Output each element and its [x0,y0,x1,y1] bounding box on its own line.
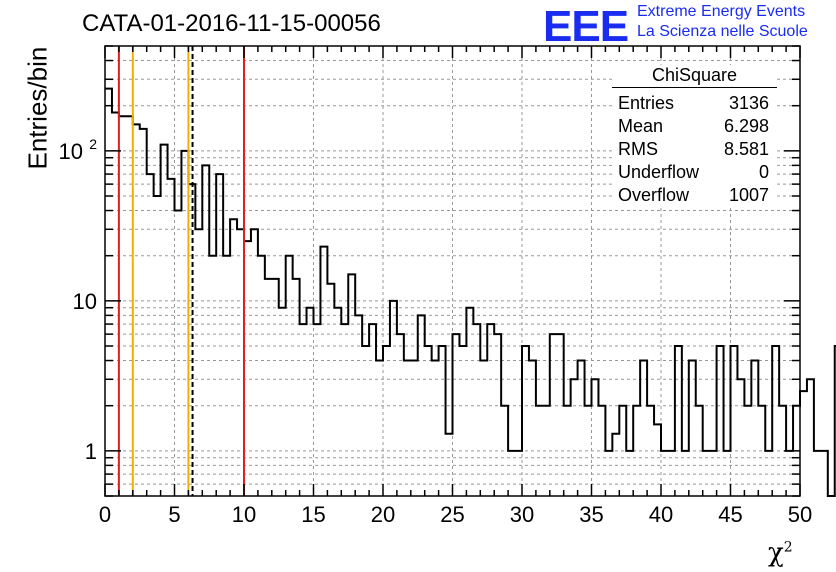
y-tick-label: 10 [73,289,97,314]
stats-label: Underflow [618,162,700,182]
x-axis-label: χ2 [768,538,793,568]
chart-title: CATA-01-2016-11-15-00056 [82,10,381,37]
x-axis-label-text: χ [768,538,784,568]
x-tick-label: 5 [168,502,180,527]
stats-row-underflow: Underflow 0 [612,161,777,184]
stats-label: Overflow [618,185,690,205]
y-axis-label: Entries/bin [22,46,53,170]
stats-row-mean: Mean 6.298 [612,115,777,138]
stats-title: ChiSquare [612,65,777,88]
x-tick-label: 25 [440,502,464,527]
x-tick-label: 35 [579,502,603,527]
x-tick-label: 40 [649,502,673,527]
x-axis-label-sup: 2 [783,539,793,556]
stats-value: 0 [758,162,769,182]
y-tick-label: 10 [59,139,83,164]
stats-row-entries: Entries 3136 [612,92,777,115]
y-tick-label: 1 [85,439,97,464]
y-tick-label-sup: 2 [89,136,97,152]
stats-box: ChiSquare Entries 3136 Mean 6.298 RMS 8.581… [612,65,777,207]
stats-label: RMS [618,139,658,159]
x-tick-label: 50 [788,502,812,527]
x-tick-label: 15 [301,502,325,527]
eee-logo-line2: La Scienza nelle Scuole [637,23,808,40]
x-tick-label: 0 [99,502,111,527]
stats-label: Entries [618,93,675,113]
histogram-series [105,87,836,497]
x-tick-label: 30 [510,502,534,527]
stats-label: Mean [618,116,664,136]
stats-row-rms: RMS 8.581 [612,138,777,161]
stats-value: 3136 [728,93,769,113]
stats-value: 6.298 [723,116,769,136]
eee-logo-line1: Extreme Energy Events [637,3,806,20]
x-tick-label: 45 [718,502,742,527]
stats-value: 1007 [728,185,769,205]
stats-row-overflow: Overflow 1007 [612,184,777,207]
x-tick-label: 20 [371,502,395,527]
stats-value: 8.581 [723,139,769,159]
eee-logo: EEE [543,2,629,51]
x-tick-label: 10 [232,502,256,527]
